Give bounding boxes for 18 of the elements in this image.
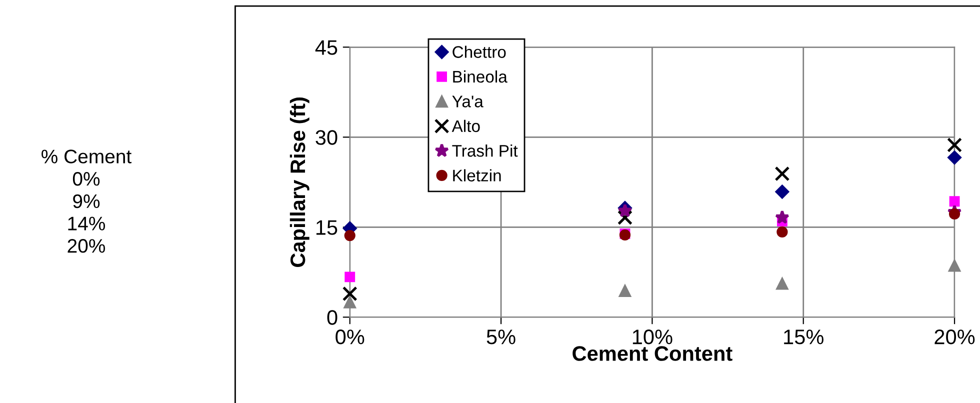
y-tick-label: 0 xyxy=(327,310,338,325)
y-axis-title: Capillary Rise (ft) xyxy=(290,98,310,267)
x-tick-label: 5% xyxy=(486,330,516,344)
legend-label: Bineola xyxy=(453,70,508,83)
x-axis-title: Cement Content xyxy=(572,346,732,361)
y-tick-label: 45 xyxy=(315,40,338,55)
legend-label: Chettro xyxy=(452,46,506,58)
x-tick-label: 10% xyxy=(632,330,672,344)
x-tick-label: 15% xyxy=(784,330,824,344)
legend-label: Alto xyxy=(452,120,480,132)
y-tick-label: 15 xyxy=(316,220,338,235)
legend-label: Trash Pit xyxy=(452,144,518,157)
x-tick-label: 0% xyxy=(336,330,364,344)
y-tick-label: 30 xyxy=(316,130,338,145)
text: % Cement 0% 9% 14% 20% xyxy=(42,150,132,253)
legend-label: Kletzin xyxy=(453,169,501,182)
legend-label: Ya'a xyxy=(452,96,484,108)
x-tick-label: 20% xyxy=(934,330,975,344)
